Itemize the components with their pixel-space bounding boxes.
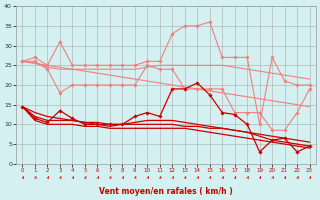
X-axis label: Vent moyen/en rafales ( km/h ): Vent moyen/en rafales ( km/h ): [99, 187, 233, 196]
